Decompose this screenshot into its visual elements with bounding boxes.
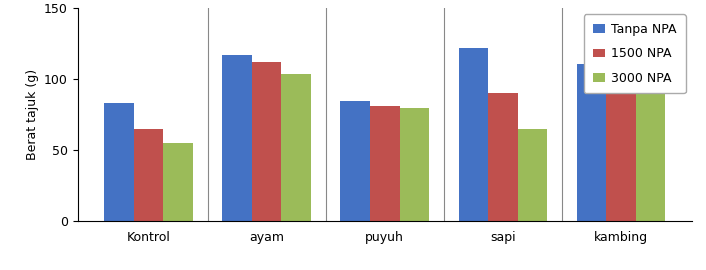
- Bar: [340, 100, 370, 221]
- Bar: [104, 103, 133, 221]
- Bar: [282, 73, 311, 221]
- Bar: [400, 108, 429, 221]
- Bar: [222, 55, 252, 221]
- Bar: [636, 83, 665, 221]
- Legend: Tanpa NPA, 1500 NPA, 3000 NPA: Tanpa NPA, 1500 NPA, 3000 NPA: [584, 14, 686, 93]
- Bar: [488, 93, 517, 221]
- Bar: [370, 106, 400, 221]
- Bar: [133, 129, 163, 221]
- Bar: [577, 63, 606, 221]
- Bar: [459, 48, 488, 221]
- Y-axis label: Berat tajuk (g): Berat tajuk (g): [25, 69, 39, 160]
- Bar: [163, 143, 193, 221]
- Bar: [606, 68, 636, 221]
- Bar: [252, 62, 282, 221]
- Bar: [517, 129, 547, 221]
